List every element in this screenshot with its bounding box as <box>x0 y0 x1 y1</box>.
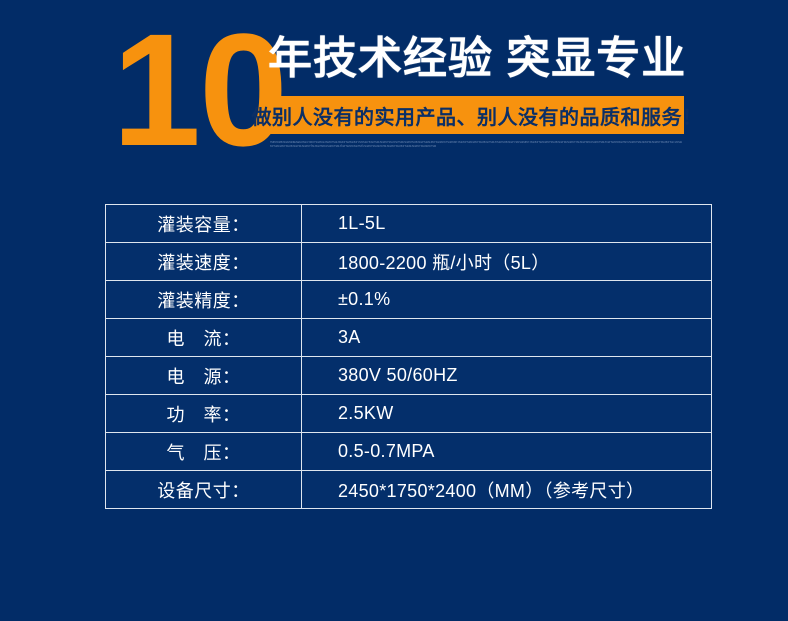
table-row: 功 率： 2.5KW <box>105 394 712 433</box>
spec-label: 灌装精度： <box>105 280 302 319</box>
subhead-banner: 做别人没有的实用产品、别人没有的品质和服务！ <box>252 96 702 134</box>
spec-value: 1800-2200 瓶/小时（5L） <box>301 242 712 281</box>
spec-value: 3A <box>301 318 712 357</box>
spec-value: 2450*1750*2400（MM）（参考尺寸） <box>301 470 712 509</box>
decorative-micro-text: ГМЮЮМЮЅЖМЖФЕЅЕМЈЅЖЎЈМОГЅЖЮЖЈЅМОГЅЖЈЅМОГЅ… <box>270 141 683 149</box>
spec-label: 电 流： <box>105 318 302 357</box>
table-row: 设备尺寸： 2450*1750*2400（MM）（参考尺寸） <box>105 470 712 509</box>
spec-label: 灌装速度： <box>105 242 302 281</box>
spec-value: 0.5-0.7MPA <box>301 432 712 471</box>
years-number: 10 <box>112 0 288 179</box>
spec-label: 电 源： <box>105 356 302 395</box>
spec-value: 1L-5L <box>301 204 712 243</box>
table-row: 电 流： 3A <box>105 318 712 357</box>
table-row: 灌装速度： 1800-2200 瓶/小时（5L） <box>105 242 712 281</box>
subhead-text: 做别人没有的实用产品、别人没有的品质和服务！ <box>251 106 703 129</box>
table-row: 灌装容量： 1L-5L <box>105 204 712 243</box>
spec-value: 2.5KW <box>301 394 712 433</box>
spec-label: 设备尺寸： <box>105 470 302 509</box>
spec-label: 灌装容量： <box>105 204 302 243</box>
specification-table: 灌装容量： 1L-5L 灌装速度： 1800-2200 瓶/小时（5L） 灌装精… <box>105 204 712 509</box>
spec-value: ±0.1% <box>301 280 712 319</box>
header-banner: 10 年技术经验 突显专业 做别人没有的实用产品、别人没有的品质和服务！ ГМЮ… <box>0 0 788 180</box>
spec-label: 气 压： <box>105 432 302 471</box>
page-title: 年技术经验 突显专业 <box>268 34 687 83</box>
table-row: 灌装精度： ±0.1% <box>105 280 712 319</box>
spec-label: 功 率： <box>105 394 302 433</box>
table-row: 气 压： 0.5-0.7MPA <box>105 432 712 471</box>
table-row: 电 源： 380V 50/60HZ <box>105 356 712 395</box>
spec-value: 380V 50/60HZ <box>301 356 712 395</box>
specification-table-body: 灌装容量： 1L-5L 灌装速度： 1800-2200 瓶/小时（5L） 灌装精… <box>105 204 712 509</box>
